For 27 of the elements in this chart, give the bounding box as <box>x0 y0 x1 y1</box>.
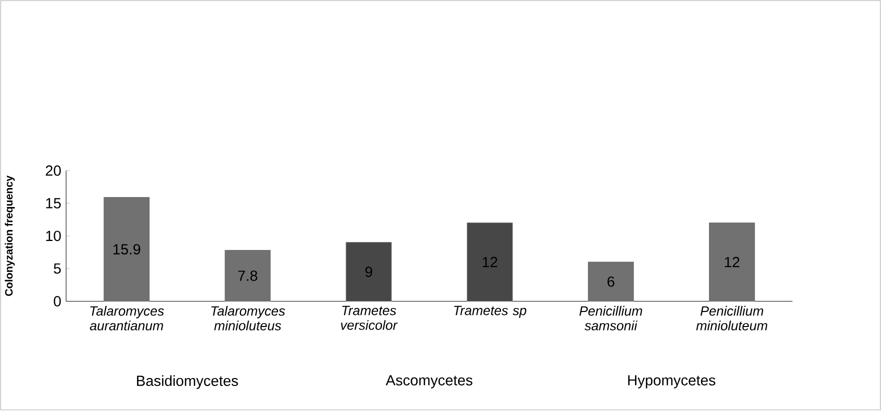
bar <box>346 242 392 302</box>
text: Basidiomycetes <box>137 375 238 390</box>
y-tick-label: 0 <box>54 296 61 307</box>
y-tick-label: 10 <box>46 230 61 242</box>
y-tick-label: 15 <box>46 198 61 209</box>
data-label: 6 <box>608 276 614 288</box>
bar <box>709 222 755 302</box>
x-tick-label: Trametes sp <box>454 306 526 318</box>
x-tick-label: Talaromyces aurantianum <box>90 306 164 331</box>
x-tick-label: Talaromyces minioluteus <box>211 306 285 331</box>
y-tick-label: 5 <box>54 264 61 274</box>
bar <box>588 262 634 302</box>
data-label: 15.9 <box>113 244 140 255</box>
data-label: 7.8 <box>238 270 258 282</box>
data-label: 9 <box>365 266 372 278</box>
data-label: 12 <box>724 257 740 268</box>
data-label: 12 <box>482 257 498 268</box>
x-tick-label: Penicillium samsonii <box>579 306 642 331</box>
bar <box>466 222 513 302</box>
bar <box>104 197 150 302</box>
text: Hypomycetes <box>628 375 716 389</box>
y-tick-label: 20 <box>46 166 61 176</box>
bar <box>224 250 271 302</box>
y-axis-title: Colonyzation frequency <box>4 176 15 296</box>
x-tick-label: Trametes versicolor <box>340 306 398 330</box>
text: Ascomycetes <box>386 375 472 389</box>
x-tick-label: Penicillium minioluteum <box>696 306 768 331</box>
